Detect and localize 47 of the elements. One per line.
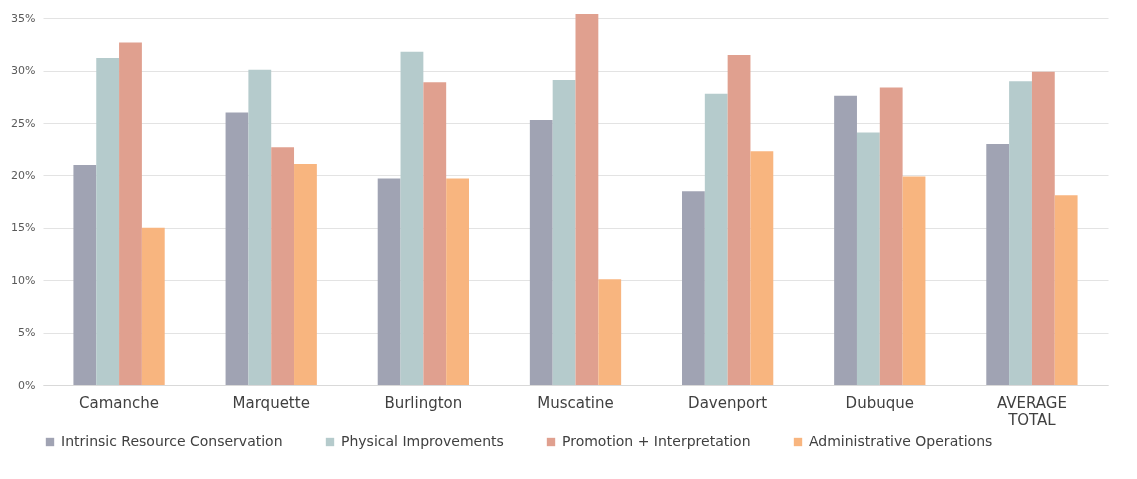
y-tick-label: 0% — [18, 378, 36, 392]
legend-label: Physical Improvements — [341, 433, 504, 449]
y-tick-label: 25% — [11, 116, 36, 130]
x-tick-label: AVERAGE TOTAL — [996, 393, 1067, 429]
bar — [902, 176, 926, 385]
x-tick-label: Burlington — [384, 393, 463, 412]
bar — [704, 93, 728, 385]
legend-label: Administrative Operations — [809, 433, 993, 449]
bar — [400, 51, 424, 385]
bar — [529, 119, 553, 385]
y-tick-label: 20% — [11, 168, 36, 182]
legend-label: Promotion + Interpretation — [562, 433, 751, 449]
bar — [119, 42, 142, 385]
y-tick-label: 10% — [11, 273, 36, 287]
bar — [856, 132, 880, 385]
bar — [1031, 71, 1055, 385]
bar — [1054, 195, 1078, 385]
bar — [1009, 81, 1032, 385]
bar — [879, 87, 903, 385]
bar — [446, 178, 469, 385]
bar — [834, 95, 857, 385]
bar — [225, 112, 249, 385]
x-tick-label: Camanche — [79, 393, 160, 412]
bar — [986, 144, 1010, 385]
bar — [271, 147, 295, 385]
legend-label: Intrinsic Resource Conservation — [61, 433, 283, 449]
bar — [141, 227, 165, 385]
bar — [294, 163, 317, 385]
bar — [377, 178, 401, 385]
y-tick-label: 5% — [18, 326, 36, 340]
bar — [598, 279, 622, 385]
x-tick-label: Dubuque — [845, 393, 914, 412]
y-tick-label: 15% — [11, 221, 36, 235]
x-tick-label: Marquette — [232, 393, 310, 412]
x-tick-label: Muscatine — [537, 393, 614, 412]
bar — [73, 164, 97, 385]
bar — [248, 69, 272, 385]
bar — [552, 80, 576, 385]
bar — [423, 82, 447, 385]
bar — [575, 14, 599, 385]
x-tick-label: Davenport — [688, 393, 768, 412]
bar — [96, 58, 120, 385]
y-tick-label: 35% — [11, 11, 36, 25]
bar — [682, 191, 705, 385]
y-tick-label: 30% — [11, 64, 36, 78]
bar — [727, 54, 751, 385]
bar — [750, 151, 774, 385]
